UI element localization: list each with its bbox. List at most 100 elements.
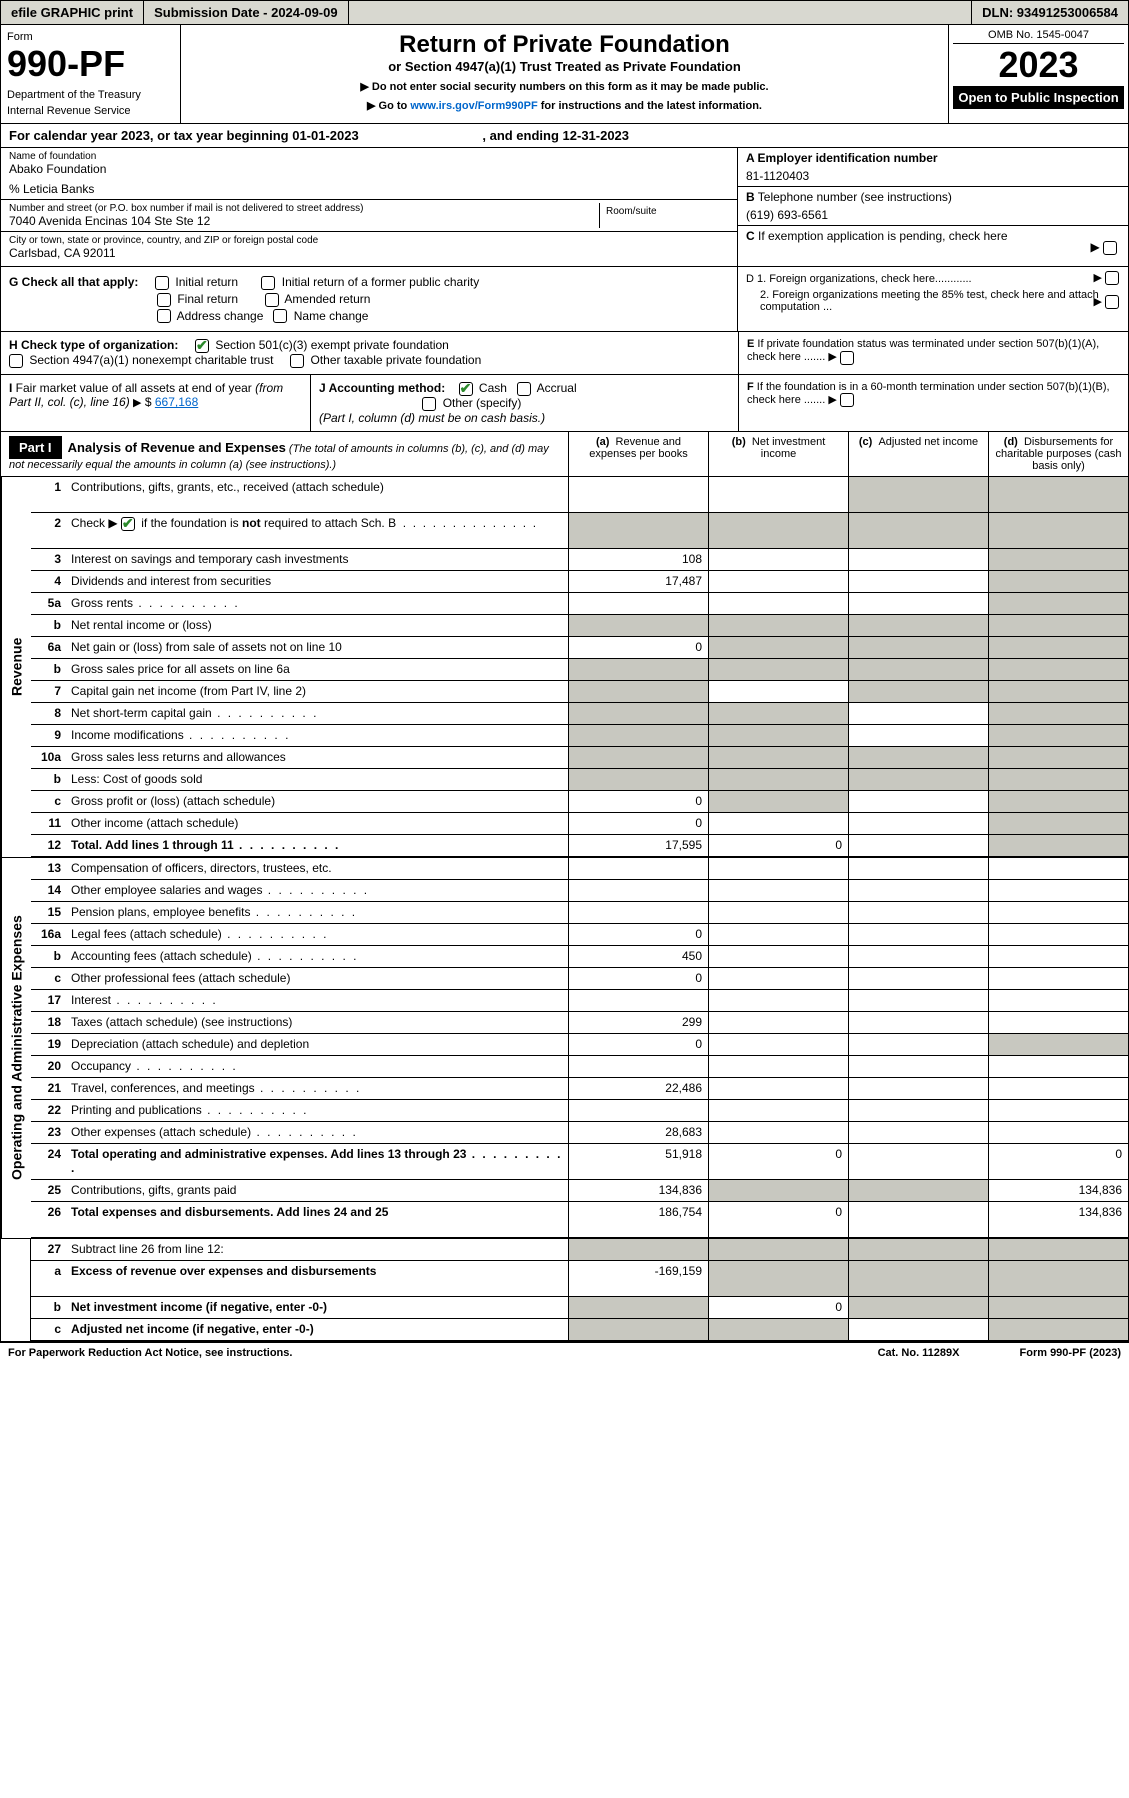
other-taxable-checkbox[interactable] bbox=[290, 354, 304, 368]
top-bar: efile GRAPHIC print Submission Date - 20… bbox=[1, 1, 1128, 25]
cell bbox=[568, 769, 708, 790]
table-row: 6aNet gain or (loss) from sale of assets… bbox=[31, 637, 1128, 659]
initial-return-checkbox[interactable] bbox=[155, 276, 169, 290]
cell bbox=[988, 924, 1128, 945]
row-desc: Printing and publications bbox=[67, 1100, 568, 1121]
row-desc: Net rental income or (loss) bbox=[67, 615, 568, 636]
table-row: 22Printing and publications bbox=[31, 1100, 1128, 1122]
row-num: 4 bbox=[31, 571, 67, 592]
table-row: cOther professional fees (attach schedul… bbox=[31, 968, 1128, 990]
501c3-checkbox[interactable] bbox=[195, 339, 209, 353]
row-desc: Contributions, gifts, grants paid bbox=[67, 1180, 568, 1201]
table-row: 15Pension plans, employee benefits bbox=[31, 902, 1128, 924]
room-label: Room/suite bbox=[599, 203, 729, 228]
expenses-label: Operating and Administrative Expenses bbox=[1, 858, 31, 1238]
cell bbox=[568, 880, 708, 901]
cell: 17,595 bbox=[568, 835, 708, 856]
row-desc: Other employee salaries and wages bbox=[67, 880, 568, 901]
row-num: 12 bbox=[31, 835, 67, 856]
cell bbox=[708, 1319, 848, 1340]
cell bbox=[848, 968, 988, 989]
cell bbox=[708, 968, 848, 989]
cell: 299 bbox=[568, 1012, 708, 1033]
cell bbox=[568, 1239, 708, 1260]
table-row: 21Travel, conferences, and meetings22,48… bbox=[31, 1078, 1128, 1100]
final-return-checkbox[interactable] bbox=[157, 293, 171, 307]
period-end: , and ending 12-31-2023 bbox=[482, 128, 629, 143]
other-method-checkbox[interactable] bbox=[422, 397, 436, 411]
c-checkbox[interactable] bbox=[1103, 241, 1117, 255]
cell bbox=[848, 513, 988, 548]
table-row: 4Dividends and interest from securities1… bbox=[31, 571, 1128, 593]
cell: 0 bbox=[988, 1144, 1128, 1179]
f-checkbox[interactable] bbox=[840, 393, 854, 407]
cell bbox=[708, 571, 848, 592]
row-desc: Other income (attach schedule) bbox=[67, 813, 568, 834]
e-checkbox[interactable] bbox=[840, 351, 854, 365]
d1-checkbox[interactable] bbox=[1105, 271, 1119, 285]
cell bbox=[848, 835, 988, 856]
table-row: 26Total expenses and disbursements. Add … bbox=[31, 1202, 1128, 1238]
row-desc: Net gain or (loss) from sale of assets n… bbox=[67, 637, 568, 658]
cell bbox=[988, 813, 1128, 834]
table-row: 23Other expenses (attach schedule)28,683 bbox=[31, 1122, 1128, 1144]
irs-link[interactable]: www.irs.gov/Form990PF bbox=[410, 100, 537, 112]
table-row: 13Compensation of officers, directors, t… bbox=[31, 858, 1128, 880]
cell bbox=[708, 1239, 848, 1260]
row-desc: Capital gain net income (from Part IV, l… bbox=[67, 681, 568, 702]
row-num: c bbox=[31, 968, 67, 989]
cell bbox=[568, 1319, 708, 1340]
table-row: 5aGross rents bbox=[31, 593, 1128, 615]
cell bbox=[708, 593, 848, 614]
cell bbox=[848, 880, 988, 901]
cell bbox=[848, 813, 988, 834]
irs-label: Internal Revenue Service bbox=[7, 105, 174, 117]
cell bbox=[708, 769, 848, 790]
amended-return-checkbox[interactable] bbox=[265, 293, 279, 307]
cell bbox=[848, 703, 988, 724]
dln: DLN: 93491253006584 bbox=[971, 1, 1128, 24]
cell bbox=[988, 513, 1128, 548]
row-num: 21 bbox=[31, 1078, 67, 1099]
row-num: 5a bbox=[31, 593, 67, 614]
row-num: b bbox=[31, 659, 67, 680]
cell bbox=[848, 902, 988, 923]
form-title: Return of Private Foundation bbox=[187, 31, 942, 59]
cell: 0 bbox=[568, 813, 708, 834]
initial-former-checkbox[interactable] bbox=[261, 276, 275, 290]
4947-checkbox[interactable] bbox=[9, 354, 23, 368]
cell: 17,487 bbox=[568, 571, 708, 592]
cell bbox=[708, 858, 848, 879]
row-num: 7 bbox=[31, 681, 67, 702]
accrual-checkbox[interactable] bbox=[517, 382, 531, 396]
cell bbox=[848, 477, 988, 512]
cell: 134,836 bbox=[988, 1180, 1128, 1201]
row-num: 27 bbox=[31, 1239, 67, 1260]
cell: 0 bbox=[568, 1034, 708, 1055]
period-begin: For calendar year 2023, or tax year begi… bbox=[9, 128, 359, 143]
row-num: 16a bbox=[31, 924, 67, 945]
row-desc: Interest bbox=[67, 990, 568, 1011]
revenue-label: Revenue bbox=[1, 477, 31, 857]
col-a-head: (a) Revenue and expenses per books bbox=[568, 432, 708, 476]
row-num: 22 bbox=[31, 1100, 67, 1121]
table-row: 19Depreciation (attach schedule) and dep… bbox=[31, 1034, 1128, 1056]
cell: 0 bbox=[568, 637, 708, 658]
address-change-checkbox[interactable] bbox=[157, 309, 171, 323]
form-word: Form bbox=[7, 31, 174, 43]
cell bbox=[708, 1078, 848, 1099]
cell: 134,836 bbox=[568, 1180, 708, 1201]
table-row: 27Subtract line 26 from line 12: bbox=[31, 1239, 1128, 1261]
name-change-checkbox[interactable] bbox=[273, 309, 287, 323]
row-num: 20 bbox=[31, 1056, 67, 1077]
cash-checkbox[interactable] bbox=[459, 382, 473, 396]
row-desc: Depreciation (attach schedule) and deple… bbox=[67, 1034, 568, 1055]
row-num: 18 bbox=[31, 1012, 67, 1033]
row-desc: Compensation of officers, directors, tru… bbox=[67, 858, 568, 879]
cell bbox=[568, 615, 708, 636]
row-desc: Contributions, gifts, grants, etc., rece… bbox=[67, 477, 568, 512]
d2-checkbox[interactable] bbox=[1105, 295, 1119, 309]
cell bbox=[848, 571, 988, 592]
table-row: 11Other income (attach schedule)0 bbox=[31, 813, 1128, 835]
form-number: 990-PF bbox=[7, 43, 174, 85]
